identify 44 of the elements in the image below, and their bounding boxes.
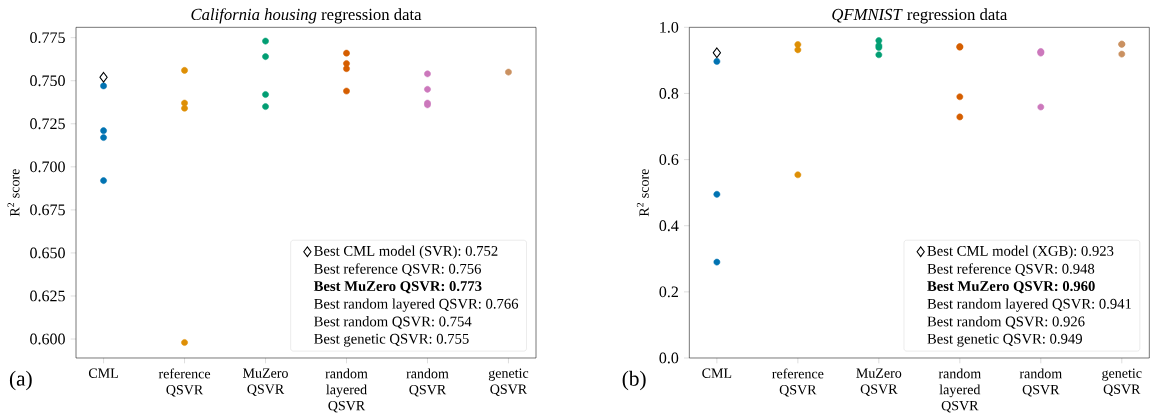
y-tick-label: 0.8 [659, 88, 679, 99]
y-tick-label: 0.725 [30, 118, 65, 130]
chart-title: QFMNIST regression data [832, 8, 1008, 24]
text: (a) [9, 370, 32, 391]
text: (b) [622, 370, 646, 391]
y-tick-label: 0.4 [659, 220, 679, 232]
x-tick-label: CML [88, 368, 118, 378]
y-tick-label: 0.625 [30, 290, 65, 302]
y-tick-label: 0.650 [30, 247, 65, 259]
y-tick-label: 0.775 [30, 32, 65, 44]
y-tick-label: 0.750 [30, 75, 65, 87]
y-axis-title: R$^{2}$ score [636, 169, 649, 217]
y-tick-label: 0.0 [659, 352, 679, 364]
x-tick-label: MuZero QSVR [856, 368, 902, 396]
x-tick-label: genetic QSVR [488, 368, 529, 396]
x-tick-label: reference QSVR [772, 368, 824, 397]
annotation: Best random layered QSVR: 0.941 [927, 298, 1131, 312]
y-tick-label: 0.675 [30, 204, 65, 216]
y-tick-label: 0.2 [659, 286, 678, 298]
y-tick-label: 0.700 [30, 161, 65, 173]
legend-label: Best CML model (XGB): 0.923 [927, 245, 1114, 259]
x-tick-label: random QSVR [406, 368, 449, 397]
x-tick-label: random QSVR [1019, 368, 1062, 397]
annotation: Best MuZero QSVR: 0.773 [313, 281, 482, 294]
x-tick-label: MuZero QSVR [242, 368, 288, 396]
y-tick-label: 0.6 [659, 154, 679, 166]
annotation: Best MuZero QSVR: 0.960 [927, 281, 1095, 294]
x-tick-label: random layered QSVR [325, 368, 368, 413]
annotation: Best reference QSVR: 0.948 [927, 263, 1095, 276]
annotation: Best reference QSVR: 0.756 [314, 263, 482, 276]
y-tick-label: 1.0 [660, 21, 679, 33]
annotation: Best genetic QSVR: 0.755 [314, 333, 469, 347]
chart-title: California housing regression data [191, 8, 422, 24]
y-axis-title: R$^{2}$ score [7, 169, 20, 217]
x-tick-label: CML [702, 368, 732, 378]
annotation: Best random layered QSVR: 0.766 [314, 298, 519, 312]
legend-label: Best CML model (SVR): 0.752 [314, 245, 498, 259]
annotation: Best random QSVR: 0.926 [927, 316, 1085, 329]
annotation: Best genetic QSVR: 0.949 [927, 333, 1082, 347]
annotation: Best random QSVR: 0.754 [314, 316, 472, 329]
x-tick-label: random layered QSVR [938, 368, 981, 413]
y-tick-label: 0.600 [30, 333, 65, 345]
x-tick-label: reference QSVR [158, 368, 211, 397]
x-tick-label: genetic QSVR [1102, 368, 1142, 396]
